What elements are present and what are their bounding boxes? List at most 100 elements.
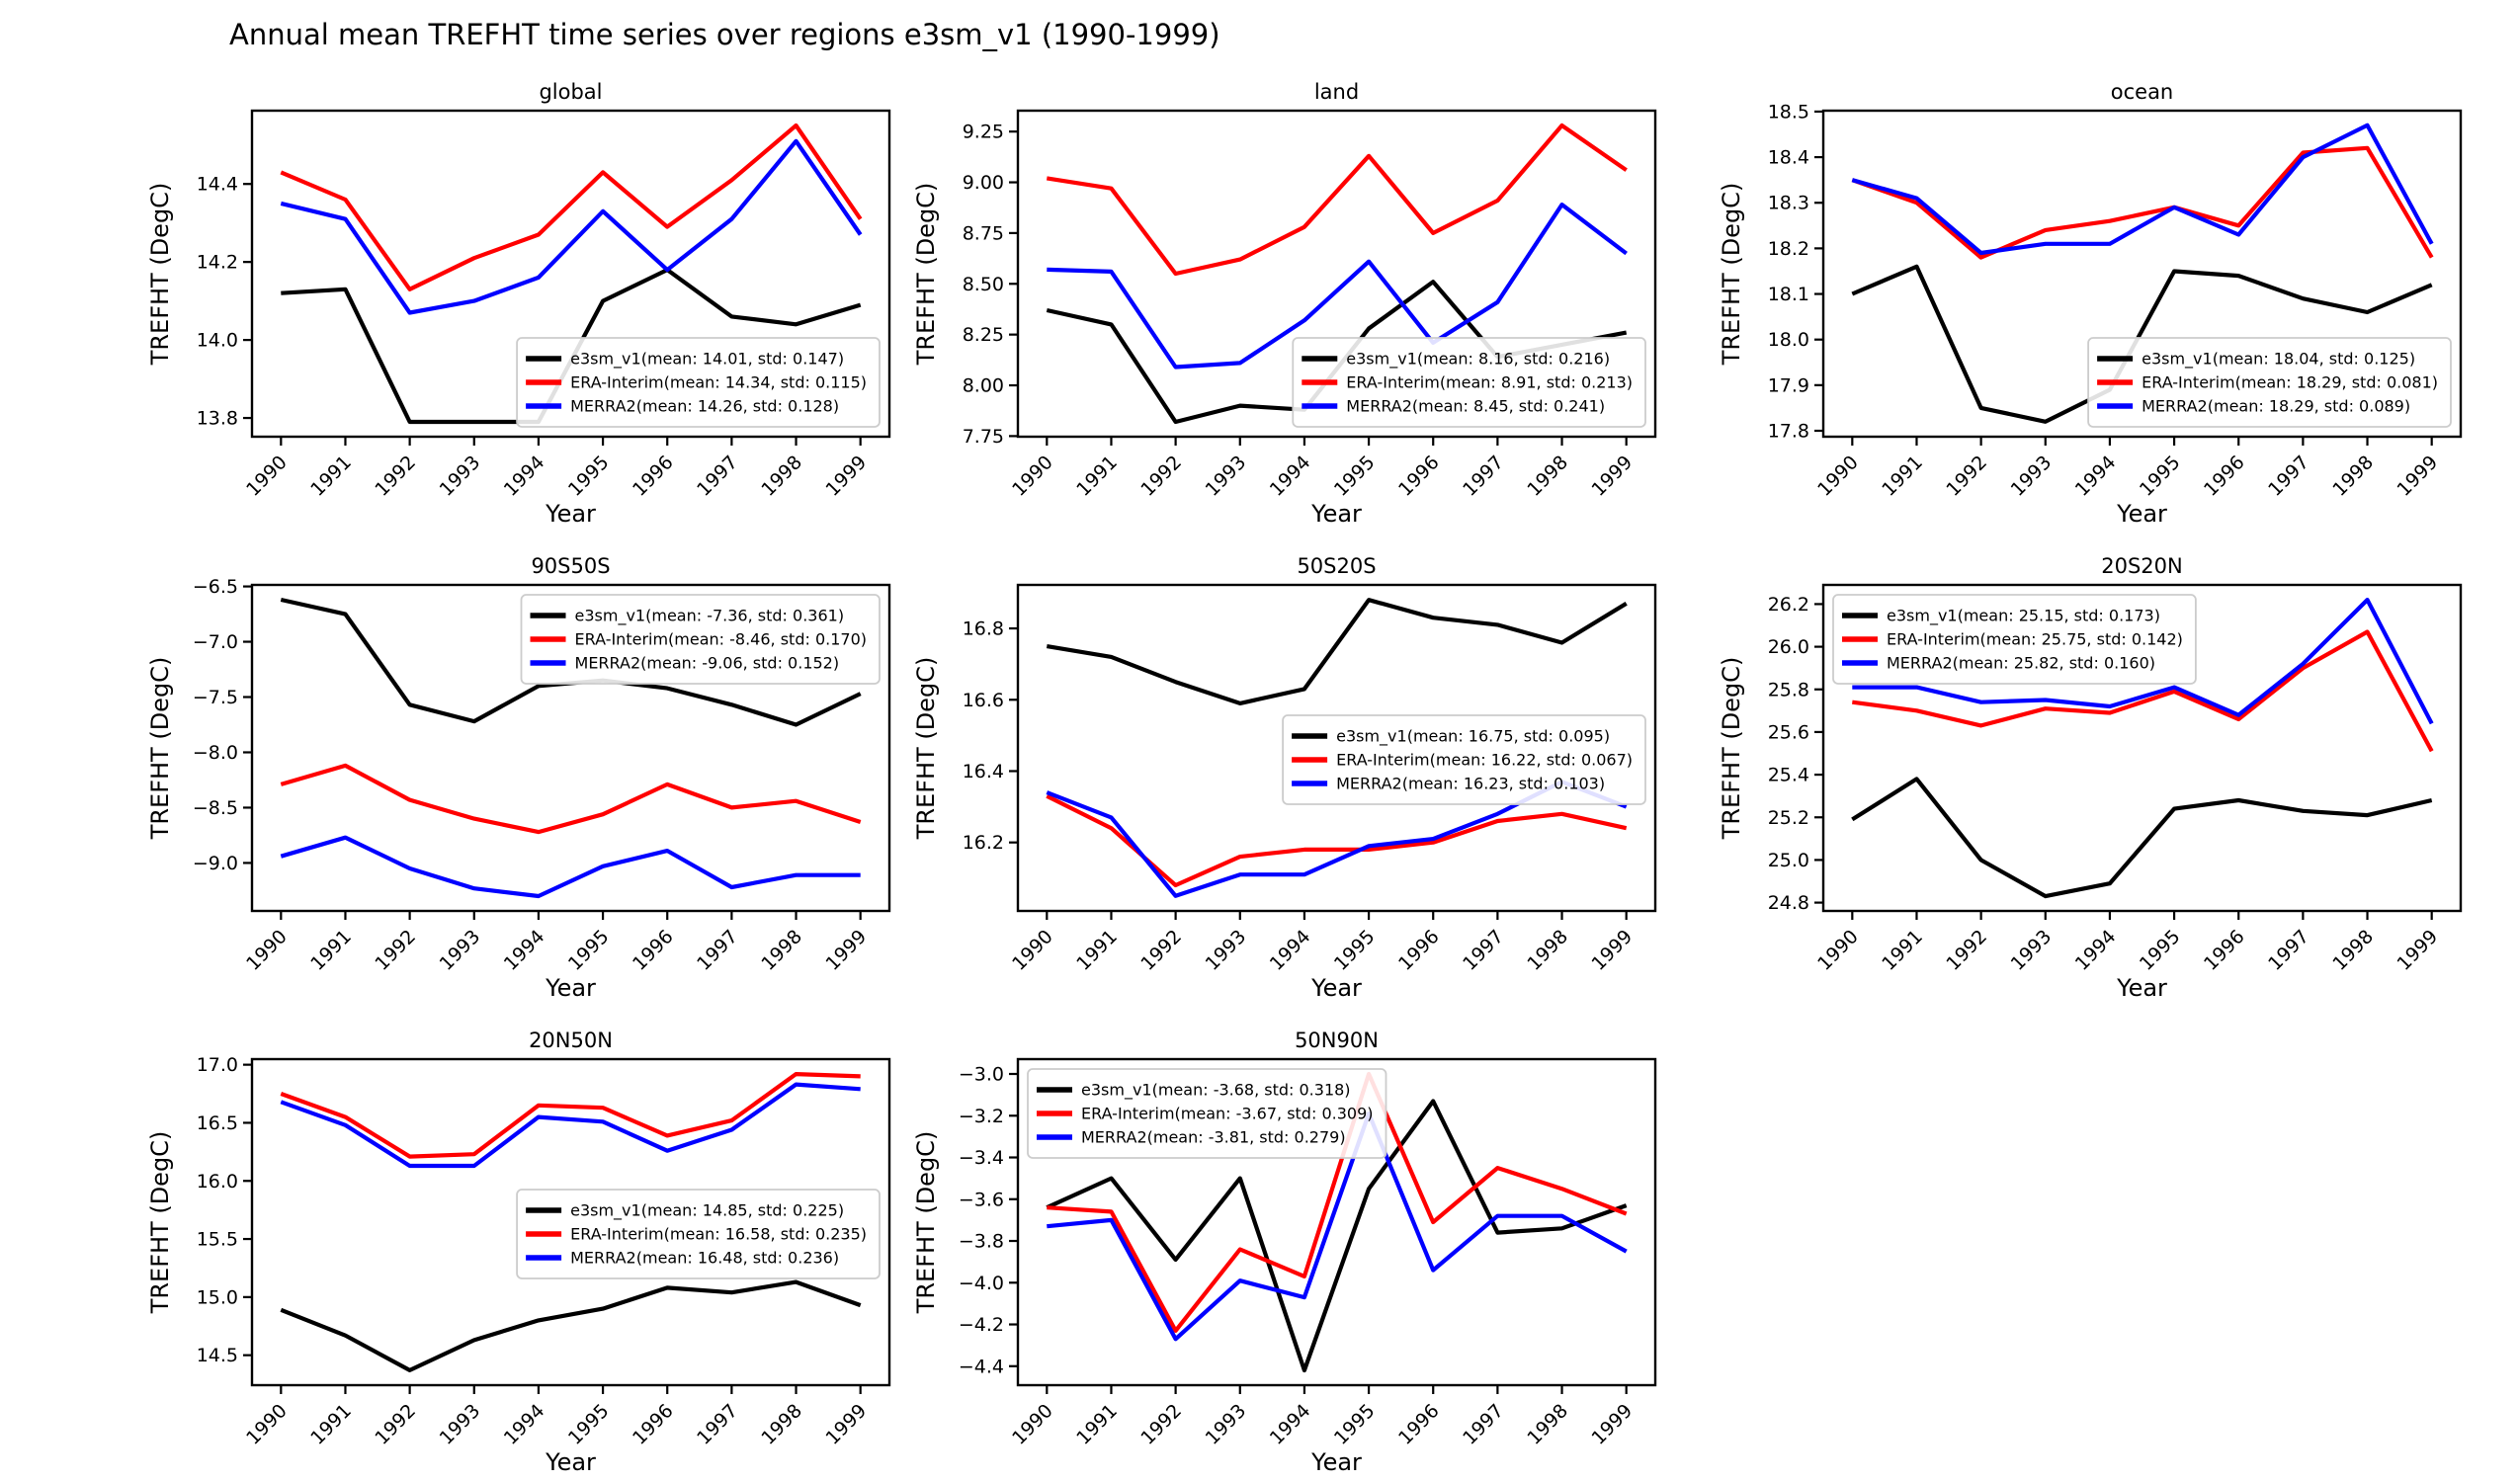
- y-tick-label: 25.0: [1768, 850, 1809, 871]
- legend-box: [2087, 337, 2452, 428]
- y-tick-label: 8.50: [963, 274, 1004, 295]
- x-axis-label: Year: [1310, 1448, 1362, 1476]
- legend: e3sm_v1(mean: 16.75, std: 0.095) ERA-Inte…: [1282, 714, 1646, 805]
- y-tick-label: 26.2: [1768, 594, 1809, 616]
- plot-frame: [1016, 109, 1657, 439]
- x-tick-label: 1994: [2071, 926, 2121, 975]
- legend-box: [1027, 1068, 1387, 1159]
- legend-box: [520, 594, 881, 685]
- series-line-MERRA2: [1851, 123, 2434, 256]
- x-axis-label: Year: [545, 500, 596, 528]
- legend-label-e3sm_v1: e3sm_v1(mean: 14.01, std: 0.147): [570, 350, 844, 370]
- legend: e3sm_v1(mean: 8.16, std: 0.216) ERA-Inter…: [1292, 337, 1646, 428]
- x-tick-label: 1995: [2136, 926, 2185, 975]
- x-tick-label: 1996: [1394, 1400, 1444, 1449]
- legend-label-e3sm_v1: e3sm_v1(mean: 25.15, std: 0.173): [1887, 607, 2160, 626]
- legend-label-e3sm_v1: e3sm_v1(mean: -7.36, std: 0.361): [575, 607, 845, 626]
- x-tick-label: 1991: [1878, 926, 1927, 975]
- legend-label-ERA-Interim: ERA-Interim(mean: -8.46, std: 0.170): [575, 630, 867, 649]
- y-tick-label: 25.8: [1768, 679, 1809, 700]
- x-axis-label: Year: [545, 1448, 596, 1476]
- x-tick-label: 1995: [2136, 452, 2185, 501]
- series-line-MERRA2: [280, 835, 861, 899]
- series-lines: [1851, 597, 2434, 899]
- series-line-MERRA2: [1047, 1111, 1628, 1342]
- legend-label-MERRA2: MERRA2(mean: 14.26, std: 0.128): [570, 397, 839, 416]
- chart-title: 90S50S: [531, 554, 610, 578]
- y-tick-label: −8.5: [193, 797, 238, 819]
- y-tick-label: −7.0: [193, 631, 238, 653]
- x-tick-label: 1993: [2007, 926, 2057, 975]
- x-tick-label: 1994: [1266, 926, 1315, 975]
- legend: e3sm_v1(mean: 25.15, std: 0.173) ERA-Inte…: [1832, 594, 2197, 685]
- x-tick-label: 1996: [629, 452, 678, 501]
- y-tick-label: −3.6: [959, 1189, 1004, 1210]
- chart-canvas-50N90N: 50N90N TREFHT (DegC) Year −4.4 −4.2 −4.0 −3.8 −…: [912, 1029, 1657, 1476]
- series-line-ERA-Interim: [1046, 793, 1628, 888]
- axis-ticks: 7.75 8.00 8.25 8.50 8.75 9.00 9.25 1990 1991 1992…: [963, 122, 1638, 501]
- chart-title: ocean: [2111, 80, 2174, 104]
- legend: e3sm_v1(mean: -3.68, std: 0.318) ERA-Inte…: [1027, 1068, 1387, 1159]
- x-tick-label: 1997: [1459, 1400, 1508, 1449]
- y-tick-label: 18.5: [1768, 101, 1809, 123]
- y-tick-label: 16.6: [963, 690, 1004, 711]
- x-tick-label: 1991: [1072, 926, 1122, 975]
- x-tick-label: 1990: [1008, 1400, 1057, 1449]
- x-tick-label: 1990: [242, 1400, 292, 1449]
- y-tick-label: 25.6: [1768, 721, 1809, 743]
- x-axis-label: Year: [545, 974, 596, 1002]
- x-tick-label: 1998: [2328, 926, 2378, 975]
- figure-title: Annual mean TREFHT time series over regi…: [229, 18, 1220, 51]
- series-line-ERA-Interim: [280, 1071, 861, 1159]
- y-tick-label: 14.2: [197, 252, 238, 274]
- plot-frame: [1821, 583, 2463, 913]
- axis-ticks: 17.8 17.9 18.0 18.1 18.2 18.3 18.4 18.5 1990 1991…: [1768, 101, 2443, 500]
- x-tick-label: 1997: [1459, 926, 1508, 975]
- y-tick-label: 18.2: [1768, 238, 1809, 260]
- legend-label-MERRA2: MERRA2(mean: 16.23, std: 0.103): [1336, 775, 1605, 793]
- x-axis-label: Year: [2116, 500, 2167, 528]
- x-tick-label: 1996: [629, 926, 678, 975]
- series-line-ERA-Interim: [1852, 629, 2434, 753]
- x-tick-label: 1995: [1330, 1400, 1380, 1449]
- x-tick-label: 1995: [564, 1400, 614, 1449]
- x-tick-label: 1995: [564, 452, 614, 501]
- y-tick-label: −7.5: [193, 687, 238, 708]
- legend-box: [516, 337, 881, 428]
- y-tick-label: 17.8: [1768, 421, 1809, 443]
- chart-20N50N: 20N50N TREFHT (DegC) Year 14.5 15.0 15.5 16.0 1…: [138, 1010, 919, 1482]
- y-tick-label: −3.8: [959, 1231, 1004, 1253]
- plot-frame: [250, 1057, 891, 1387]
- series-line-MERRA2: [1852, 597, 2434, 725]
- legend-label-MERRA2: MERRA2(mean: 25.82, std: 0.160): [1887, 654, 2155, 673]
- y-tick-label: 14.0: [197, 330, 238, 352]
- x-tick-label: 1992: [1136, 1400, 1186, 1449]
- chart-canvas-20S20N: 20S20N TREFHT (DegC) Year 24.8 25.0 25.2 25.4 2…: [1718, 554, 2463, 1002]
- chart-canvas-20N50N: 20N50N TREFHT (DegC) Year 14.5 15.0 15.5 16.0 1…: [146, 1029, 891, 1476]
- y-tick-label: 17.9: [1768, 374, 1809, 396]
- y-tick-label: −4.0: [959, 1273, 1004, 1294]
- x-tick-label: 1997: [1459, 452, 1508, 501]
- x-tick-label: 1994: [1266, 1400, 1315, 1449]
- series-line-ERA-Interim: [1046, 123, 1628, 277]
- y-tick-label: 15.5: [197, 1229, 238, 1251]
- legend-label-ERA-Interim: ERA-Interim(mean: -3.67, std: 0.309): [1081, 1105, 1373, 1123]
- x-tick-label: 1998: [757, 926, 806, 975]
- y-tick-label: 14.5: [197, 1345, 238, 1366]
- y-tick-label: 16.0: [197, 1171, 238, 1193]
- y-tick-label: −3.0: [959, 1064, 1004, 1086]
- y-axis-label: TREFHT (DegC): [146, 183, 174, 367]
- y-tick-label: 18.3: [1768, 193, 1809, 214]
- series-line-MERRA2: [280, 138, 863, 315]
- legend: e3sm_v1(mean: 14.01, std: 0.147) ERA-Inte…: [516, 337, 881, 428]
- x-tick-label: 1999: [2393, 926, 2442, 975]
- y-tick-label: 16.8: [963, 618, 1004, 640]
- chart-title: 20S20N: [2101, 554, 2182, 578]
- y-tick-label: −6.5: [193, 576, 238, 598]
- x-tick-label: 1992: [371, 452, 420, 501]
- legend-box: [1282, 714, 1646, 805]
- series-line-MERRA2: [280, 1082, 861, 1169]
- x-tick-label: 1997: [2264, 452, 2313, 501]
- x-tick-label: 1996: [1394, 926, 1444, 975]
- x-tick-label: 1999: [1587, 926, 1637, 975]
